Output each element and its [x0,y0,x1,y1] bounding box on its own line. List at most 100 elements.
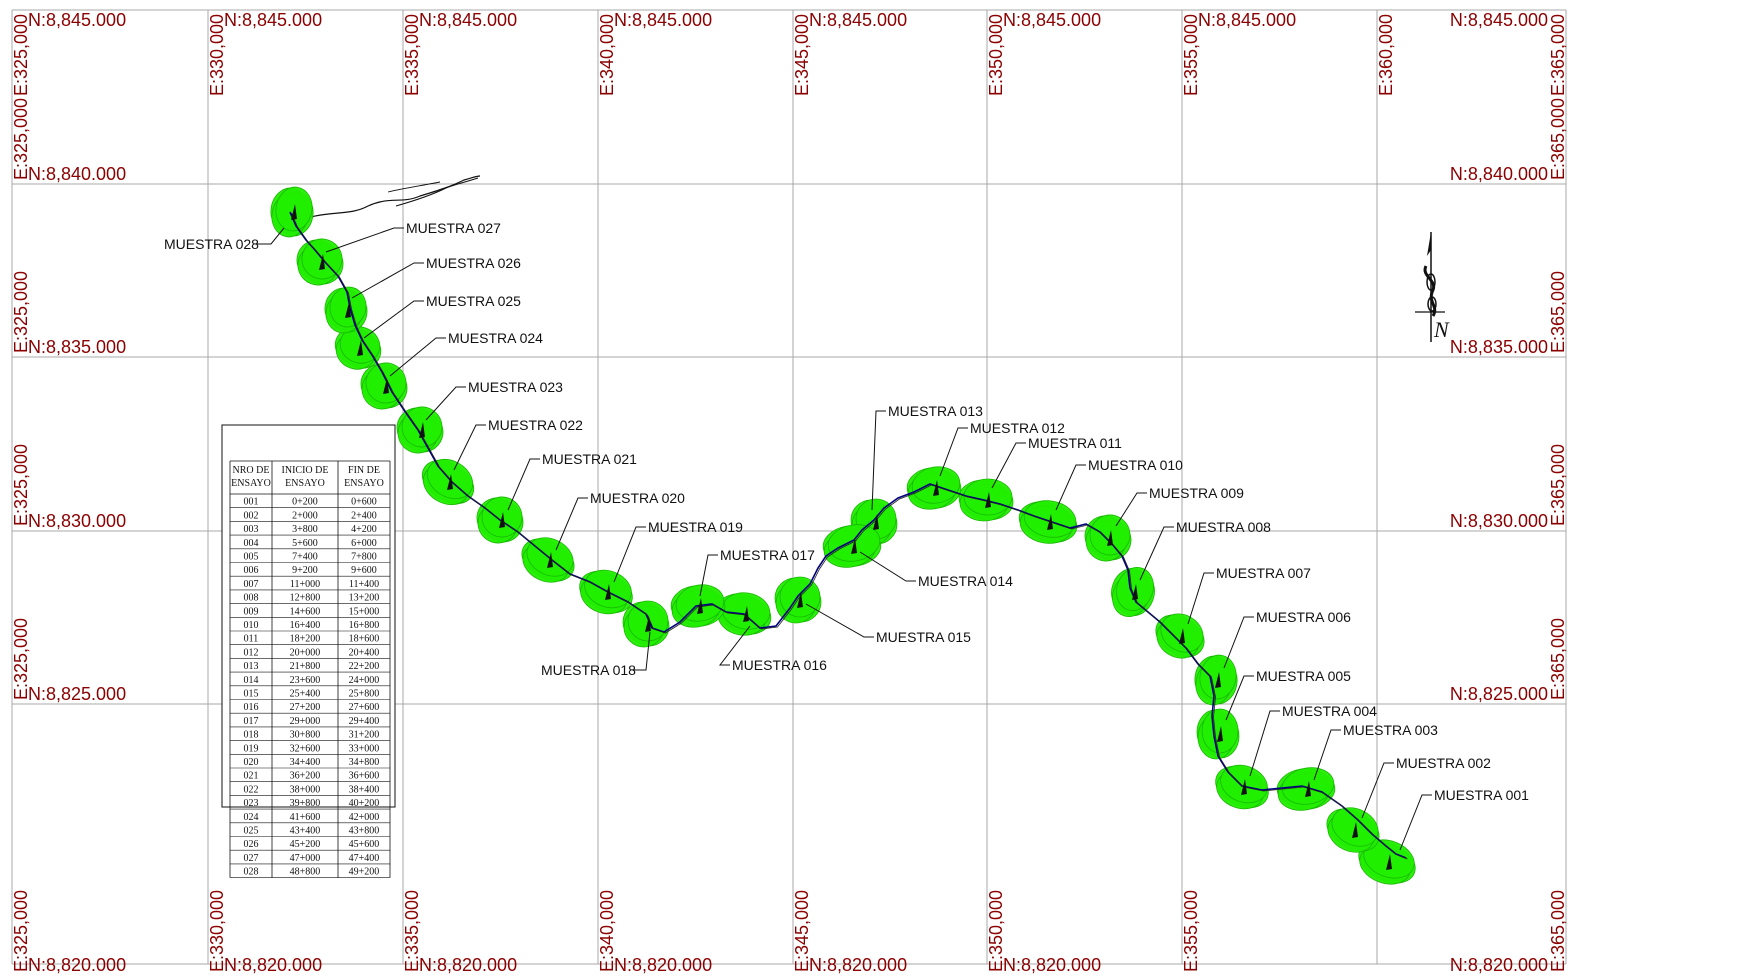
coordinate-label: N:8,820.000 [809,955,907,975]
sample-label: MUESTRA 015 [876,629,971,645]
table-cell: 27+600 [349,702,380,713]
sample-label: MUESTRA 014 [918,573,1013,589]
sample-leader [991,442,1026,489]
coordinate-label: E:360,000 [1376,14,1396,96]
route-polyline [289,211,1407,859]
sample-marker [645,616,651,632]
sample-label: MUESTRA 019 [648,519,743,535]
table-cell: 41+600 [290,812,321,823]
coordinate-label: N:8,820.000 [1450,955,1548,975]
table-cell: 015 [244,689,259,700]
coordinate-label: E:340,000 [597,14,617,96]
coordinate-label: E:325,000 [11,444,31,526]
table-cell: 39+800 [290,798,321,809]
table-cell: 4+200 [351,524,377,535]
table-frame [221,424,396,808]
sample-leader [325,227,404,253]
sample-buffer [1326,807,1380,853]
table-cell: 007 [244,579,259,590]
coordinate-label: N:8,830.000 [28,511,126,531]
sample-marker [1305,781,1311,797]
sample-leader [255,227,285,245]
sample-marker [1386,854,1392,870]
coordinate-label: E:345,000 [792,14,812,96]
grid-coordinates: N:8,845.000 N:8,845.000 N:8,845.000 N:8,845… [11,10,1568,975]
sample-leader [699,554,718,597]
sample-buffer [421,458,475,506]
sample-leader [1249,710,1280,777]
table-cell: 33+000 [349,743,380,754]
table-header: FIN DE [348,465,380,476]
sample-label: MUESTRA 012 [970,420,1065,436]
sample-buffer [1194,654,1238,706]
table-cell: 24+000 [349,675,380,686]
sample-label: MUESTRA 004 [1282,703,1377,719]
table-cell: 40+200 [349,798,380,809]
table-cell: 0+200 [292,497,318,508]
sample-leader [453,424,486,471]
table-header: ENSAYO [285,478,325,489]
sample-label: MUESTRA 023 [468,379,563,395]
route-edge [291,212,1408,860]
table-cell: 25+400 [290,689,321,700]
table-cell: 003 [244,524,259,535]
river-line [395,177,479,207]
table-cell: 010 [244,620,259,631]
table-cell: 3+800 [292,524,318,535]
sample-marker [383,378,389,394]
table-cell: 36+600 [349,771,380,782]
sample-marker [319,254,325,270]
sample-leader [389,337,446,377]
sample-marker [797,592,803,608]
coordinate-label: N:8,845.000 [419,10,517,30]
coordinate-label: E:365,000 [1548,444,1568,526]
table-cell: 43+800 [349,826,380,837]
sample-leaders [255,227,1432,851]
coordinate-label: E:340,000 [597,890,617,972]
table-cell: 45+200 [290,839,321,850]
table-cell: 45+600 [349,839,380,850]
sample-leader [1055,464,1086,511]
sample-leader [1313,729,1341,781]
table-cell: 018 [244,730,259,741]
north-letter: N [1433,317,1450,342]
table-cell: 15+000 [349,606,380,617]
sample-label: MUESTRA 021 [542,451,637,467]
coordinate-label: N:8,820.000 [224,955,322,975]
coordinate-label: N:8,835.000 [28,337,126,357]
table-cell: 12+800 [290,593,321,604]
sample-label: MUESTRA 008 [1176,519,1271,535]
sample-marker [605,584,611,600]
sample-leader [632,631,651,671]
table-cell: 31+200 [349,730,380,741]
sample-markers [291,204,1392,870]
table-cell: 36+200 [290,771,321,782]
table-cell: 30+800 [290,730,321,741]
river-line [299,175,481,221]
table-cell: 016 [244,702,259,713]
sample-marker [873,514,879,530]
sample-buffer [521,537,575,583]
sample-label: MUESTRA 002 [1396,755,1491,771]
sample-labels: MUESTRA 001 MUESTRA 002 MUESTRA 003 MUESTRA… [164,220,1529,803]
sample-label: MUESTRA 028 [164,236,259,252]
table-cell: 23+600 [290,675,321,686]
table-cell: 14+600 [290,606,321,617]
sample-leader [871,410,886,511]
sample-marker [1107,530,1113,546]
sample-label: MUESTRA 022 [488,417,583,433]
coordinate-label: E:330,000 [207,14,227,96]
sample-leader [1139,526,1174,581]
table-cell: 005 [244,552,259,563]
sample-marker [1132,584,1138,600]
sample-buffer [622,600,670,648]
coordinate-label: E:325,000 [11,271,31,353]
coordinate-label: N:8,840.000 [28,164,126,184]
coordinate-label: N:8,845.000 [1450,10,1548,30]
table-cell: 38+400 [349,784,380,795]
north-arrow: N [1415,232,1450,342]
sample-leader [1361,762,1394,819]
table-cell: 42+000 [349,812,380,823]
coordinate-label: E:365,000 [1548,890,1568,972]
